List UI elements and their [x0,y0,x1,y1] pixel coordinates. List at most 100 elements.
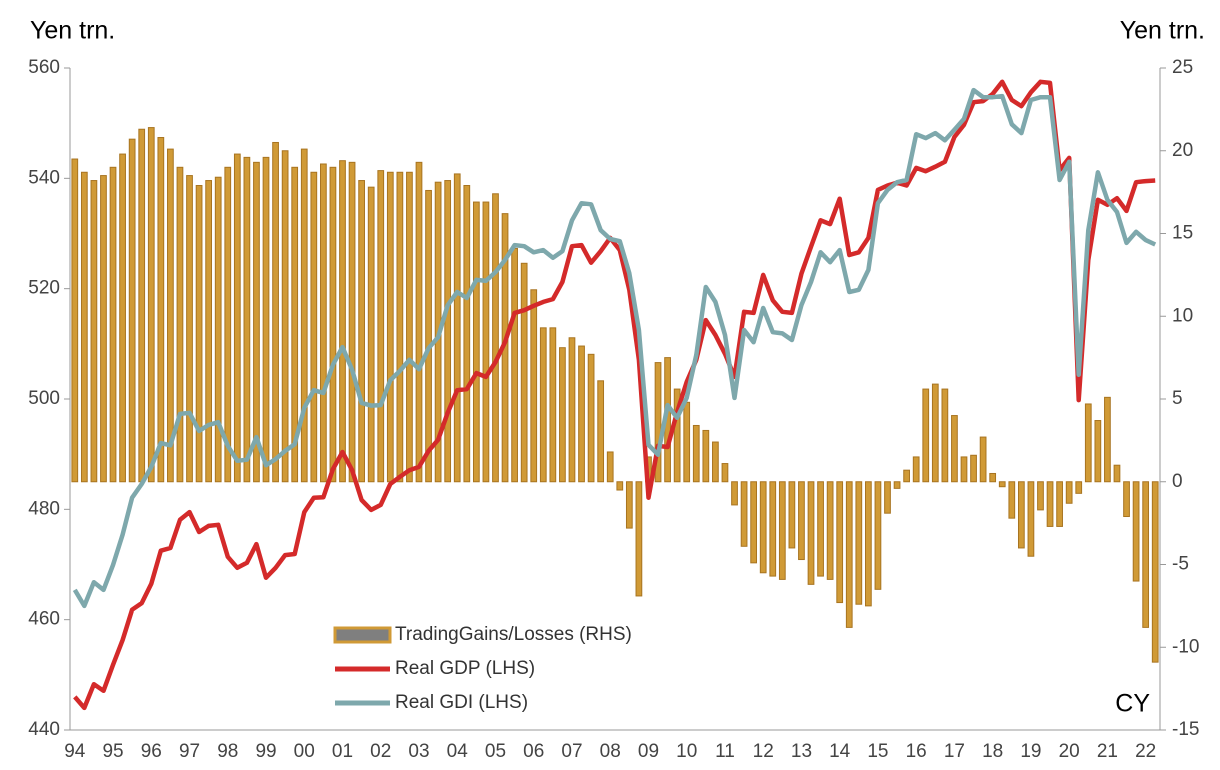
bar [186,175,193,483]
bar [1151,481,1159,663]
bar [320,163,327,483]
bar [406,171,413,483]
bar [893,481,901,489]
bar [1123,481,1130,518]
bar [253,161,260,483]
bar [1027,481,1035,557]
bar [329,166,337,483]
bar [673,388,681,483]
x-tick-label: 10 [676,741,697,762]
bar [262,156,270,483]
bar [740,481,748,547]
bar [836,481,844,604]
bar [100,175,107,483]
bar [119,153,126,483]
x-tick-label: 13 [791,741,812,762]
bar [539,327,547,483]
bar [492,193,499,483]
x-tick-label: 06 [523,741,544,762]
bar [979,436,987,483]
bar [1104,396,1111,483]
bar [606,451,614,483]
bar [195,185,203,483]
bar [1056,481,1063,527]
bar [472,201,480,483]
bar [931,383,939,483]
x-tick-label: 03 [408,741,429,762]
bar [415,161,423,483]
bar [721,463,729,483]
bar [759,481,767,574]
bar [367,186,375,483]
bar [817,481,824,577]
bar [769,481,777,577]
bar [845,481,853,628]
y-tick-label: 460 [28,609,60,630]
bar [1132,481,1140,582]
bar [855,481,863,605]
y2-tick-label: 0 [1172,471,1183,492]
y2-tick-label: 20 [1172,140,1193,161]
y-tick-label: 560 [28,57,60,78]
bar [788,481,796,549]
bar [1084,403,1092,483]
x-tick-label: 11 [715,741,735,762]
bar [951,415,958,483]
x-tick-label: 05 [485,741,506,762]
bar [903,469,910,483]
bar [692,424,700,483]
bar [453,173,461,483]
bar [874,481,882,590]
y2-axis-label: Yen trn. [1120,17,1205,45]
annotation: CY [1115,690,1150,718]
x-tick-label: 16 [906,741,927,762]
bar [396,171,404,483]
x-tick-label: 99 [255,741,276,762]
bar [1046,481,1054,527]
x-tick-label: 20 [1059,741,1080,762]
bar [884,481,891,514]
bar [281,150,289,483]
bar [425,189,432,483]
x-tick-label: 17 [944,741,965,762]
bar [233,153,241,483]
x-tick-label: 04 [447,741,469,762]
bar [616,481,624,491]
bar [922,388,930,483]
bar [530,289,538,483]
line [73,79,1156,711]
bar [625,481,633,529]
bar [1065,481,1073,504]
x-tick-label: 95 [102,741,123,762]
bar [1017,481,1025,549]
bar [205,180,213,483]
bar [386,171,394,483]
bar [559,347,566,483]
x-tick-label: 22 [1135,741,1156,762]
legend-label: Real GDP (LHS) [395,658,535,679]
y-tick-label: 440 [28,719,60,740]
bar [683,401,691,483]
bar [511,247,518,483]
x-tick-label: 01 [332,741,353,762]
line [72,87,1157,609]
bar [998,481,1006,488]
bar [750,481,758,564]
bar [71,158,79,483]
bar [109,166,117,483]
y2-tick-label: -5 [1172,554,1189,575]
bar [300,148,308,483]
x-tick-label: 94 [64,741,86,762]
bar [865,481,872,607]
bar [731,481,738,506]
bar [444,180,452,483]
y2-tick-label: 25 [1172,57,1193,78]
bar [1037,481,1044,511]
bar [243,156,251,483]
bar [912,456,920,483]
y-axis-label: Yen trn. [30,17,115,45]
bar [635,481,643,597]
bar [291,166,299,483]
bar [597,380,605,483]
